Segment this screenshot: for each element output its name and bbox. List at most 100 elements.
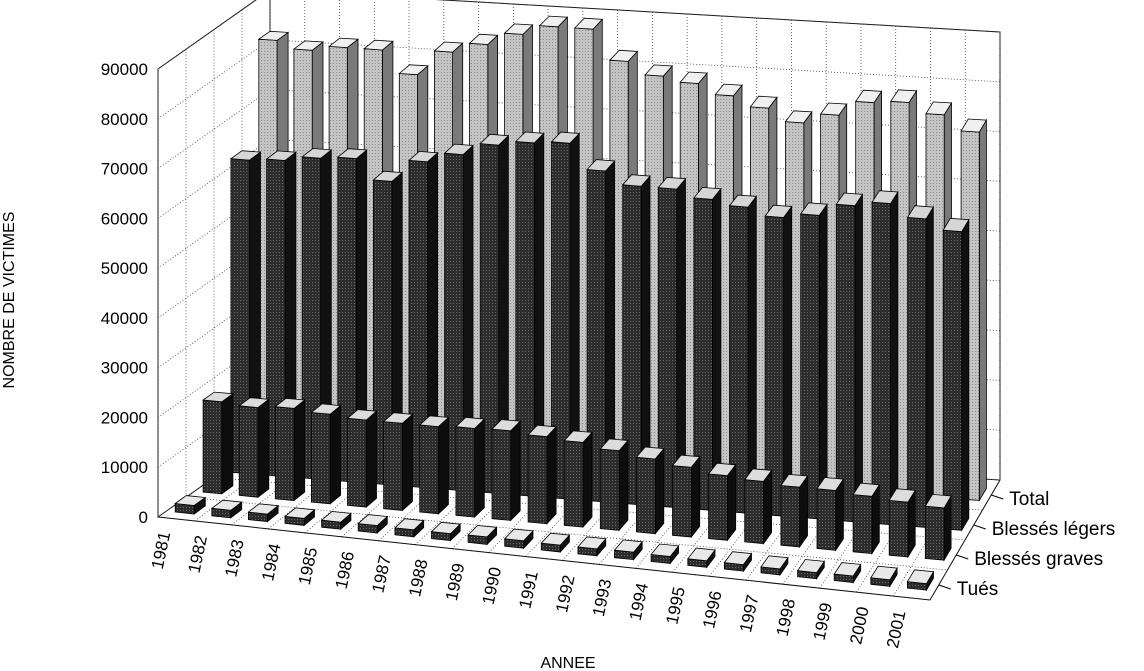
bar-side bbox=[474, 418, 485, 519]
bar-front bbox=[942, 229, 963, 531]
bar-blesses-graves-2001 bbox=[924, 493, 952, 562]
y-tick-label: 20000 bbox=[101, 408, 148, 427]
x-tick-label: 2000 bbox=[846, 605, 872, 646]
bar-blesses-graves-1999 bbox=[852, 482, 880, 555]
bar-top bbox=[871, 190, 899, 205]
bar-front bbox=[238, 405, 259, 498]
bar-top bbox=[346, 409, 378, 421]
y-tick-label: 10000 bbox=[101, 458, 148, 477]
bar-blesses-graves-1997 bbox=[780, 473, 809, 549]
bar-top bbox=[408, 150, 439, 163]
bar-top bbox=[514, 131, 545, 144]
bar-front bbox=[636, 456, 656, 535]
bar-blesses-graves-1988 bbox=[454, 416, 486, 519]
bar-top bbox=[310, 403, 342, 415]
bar-front bbox=[708, 473, 728, 541]
bar-top bbox=[960, 118, 988, 133]
bar-blesses-legers-1988 bbox=[479, 133, 510, 495]
bar-top bbox=[363, 39, 394, 51]
bar-blesses-legers-1983 bbox=[301, 148, 333, 481]
bar-side bbox=[818, 202, 828, 521]
bar-tues-2000 bbox=[870, 565, 898, 588]
x-tick-label: 2001 bbox=[883, 609, 909, 650]
y-tick-label: 80000 bbox=[101, 110, 148, 129]
bar-top bbox=[527, 424, 557, 438]
bar-top bbox=[816, 477, 845, 491]
bar-tues-1981 bbox=[174, 495, 207, 515]
bar-side bbox=[654, 447, 665, 535]
bar-top bbox=[372, 170, 404, 182]
bar-blesses-legers-1997 bbox=[799, 202, 828, 521]
bar-blesses-legers-2001 bbox=[942, 217, 970, 532]
bar-blesses-graves-1993 bbox=[635, 446, 665, 535]
bar-tues-1998 bbox=[796, 559, 826, 581]
series-label-total: Total bbox=[1009, 489, 1049, 510]
bar-side bbox=[690, 455, 701, 539]
bar-top bbox=[577, 536, 607, 550]
bar-top bbox=[833, 562, 862, 577]
bar-side bbox=[618, 439, 629, 532]
bar-top bbox=[238, 397, 270, 409]
bar-top bbox=[454, 416, 486, 429]
bar-side bbox=[961, 218, 970, 532]
y-gridline bbox=[157, 39, 1001, 120]
bar-front bbox=[744, 479, 764, 545]
bar-tues-1987 bbox=[393, 518, 425, 538]
y-tick-label: 90000 bbox=[101, 60, 148, 79]
bar-top bbox=[635, 446, 665, 460]
bar-side bbox=[293, 399, 306, 502]
bar-side bbox=[582, 431, 593, 529]
bar-top bbox=[538, 15, 569, 28]
bar-top bbox=[723, 551, 753, 566]
bar-top bbox=[693, 186, 722, 200]
bar-side bbox=[365, 410, 377, 508]
bar-blesses-legers-1995 bbox=[728, 194, 758, 515]
bar-tues-1990 bbox=[503, 528, 534, 550]
bar-top bbox=[890, 89, 918, 103]
bar-blesses-graves-1994 bbox=[671, 454, 701, 539]
bar-top bbox=[274, 397, 306, 409]
bar-tues-1995 bbox=[687, 547, 716, 569]
bar-top bbox=[382, 412, 414, 424]
bar-tues-1982 bbox=[210, 499, 243, 519]
bar-blesses-legers-2000 bbox=[906, 205, 934, 529]
bar-top bbox=[743, 468, 773, 482]
bar-side bbox=[925, 205, 934, 529]
bar-side bbox=[546, 425, 557, 525]
bar-front bbox=[888, 499, 909, 558]
bar-front bbox=[455, 426, 476, 518]
bar-blesses-graves-1986 bbox=[382, 412, 414, 512]
bar-side bbox=[890, 190, 899, 527]
bar-tues-1997 bbox=[760, 555, 789, 577]
x-tick-label: 1990 bbox=[479, 565, 505, 606]
bar-blesses-legers-1999 bbox=[871, 190, 899, 527]
bar-blesses-legers-1991 bbox=[586, 159, 616, 504]
x-tick-label: 1998 bbox=[773, 597, 799, 638]
x-tick-label: 1994 bbox=[626, 581, 652, 622]
bar-top bbox=[430, 521, 462, 535]
bar-top bbox=[679, 71, 708, 84]
bar-side bbox=[438, 416, 449, 515]
bar-side bbox=[747, 195, 757, 515]
bar-top bbox=[799, 202, 828, 216]
bar-front bbox=[347, 417, 367, 508]
bar-top bbox=[491, 419, 522, 432]
bar-front bbox=[800, 213, 820, 520]
bar-blesses-graves-1996 bbox=[743, 468, 773, 545]
bar-front bbox=[527, 434, 548, 525]
bar-blesses-legers-1989 bbox=[514, 131, 545, 498]
bar-top bbox=[283, 507, 316, 519]
bar-blesses-graves-1984 bbox=[310, 403, 342, 505]
bar-top bbox=[671, 454, 701, 468]
bar-top bbox=[573, 17, 604, 30]
bar-blesses-graves-1983 bbox=[274, 397, 306, 502]
bar-tues-1994 bbox=[650, 543, 680, 565]
bar-tues-1991 bbox=[540, 532, 571, 554]
bar-top bbox=[586, 159, 616, 172]
bar-side bbox=[799, 474, 808, 549]
bar-blesses-legers-1993 bbox=[657, 176, 687, 509]
depth-tick bbox=[973, 524, 986, 530]
bar-blesses-graves-2000 bbox=[888, 488, 916, 559]
bar-front bbox=[491, 428, 512, 521]
